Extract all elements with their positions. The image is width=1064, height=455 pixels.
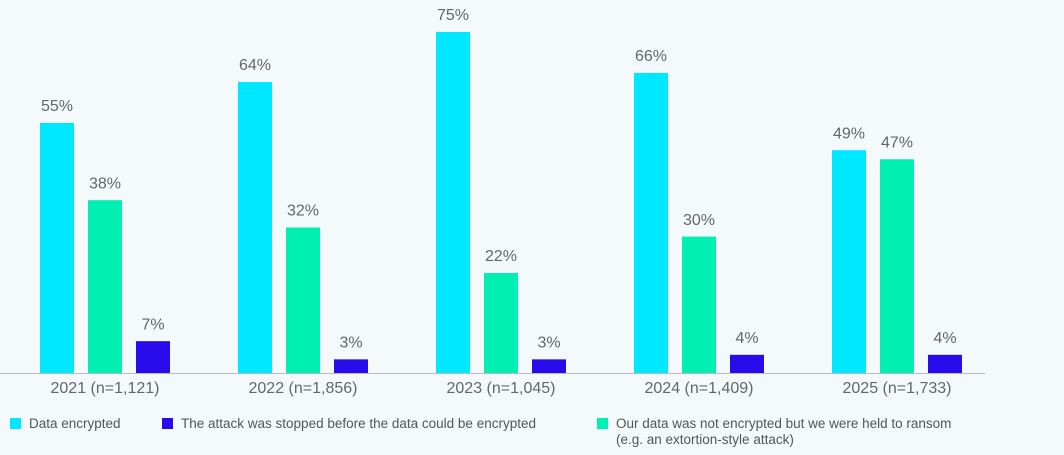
bar [136, 341, 170, 373]
bar [286, 227, 320, 373]
value-label: 30% [683, 212, 715, 229]
legend-item: Our data was not encrypted but we were h… [597, 416, 961, 448]
value-label: 55% [41, 98, 73, 115]
bar [40, 122, 74, 373]
value-label: 4% [933, 330, 956, 347]
bar [682, 236, 716, 373]
legend-label: Our data was not encrypted but we were h… [616, 416, 952, 447]
bar [880, 159, 914, 373]
bar [88, 200, 122, 373]
bar [238, 82, 272, 373]
legend-item: Data encrypted [10, 416, 121, 432]
bar [634, 72, 668, 374]
legend-item: The attack was stopped before the data c… [162, 416, 536, 432]
value-label: 64% [239, 57, 271, 74]
bar [484, 272, 518, 373]
bar [832, 150, 866, 373]
x-tick-label: 2023 (n=1,045) [447, 380, 556, 397]
value-label: 38% [89, 175, 121, 192]
bar [928, 354, 962, 373]
value-label: 75% [437, 7, 469, 24]
x-tick-label: 2021 (n=1,121) [51, 380, 160, 397]
legend-swatch [597, 418, 608, 429]
bar [334, 359, 368, 373]
value-label: 3% [339, 335, 362, 352]
value-label: 7% [141, 316, 164, 333]
value-label: 3% [537, 335, 560, 352]
value-label: 66% [635, 48, 667, 65]
legend-swatch [162, 418, 173, 429]
x-tick-label: 2025 (n=1,733) [843, 380, 952, 397]
bar [436, 32, 470, 373]
value-label: 47% [881, 135, 913, 152]
chart: 55% 38% 7% 2021 (n=1,121) 64% 32% 3% 2022 (n=1,… [0, 7, 985, 397]
bar [730, 354, 764, 373]
x-tick-label: 2022 (n=1,856) [249, 380, 358, 397]
value-label: 22% [485, 248, 517, 265]
legend-label: Data encrypted [29, 416, 121, 431]
value-label: 4% [735, 330, 758, 347]
value-label: 49% [833, 125, 865, 142]
x-tick-label: 2024 (n=1,409) [645, 380, 754, 397]
value-label: 32% [287, 203, 319, 220]
legend-label: The attack was stopped before the data c… [181, 416, 536, 431]
legend-swatch [10, 418, 21, 429]
bar [532, 359, 566, 373]
